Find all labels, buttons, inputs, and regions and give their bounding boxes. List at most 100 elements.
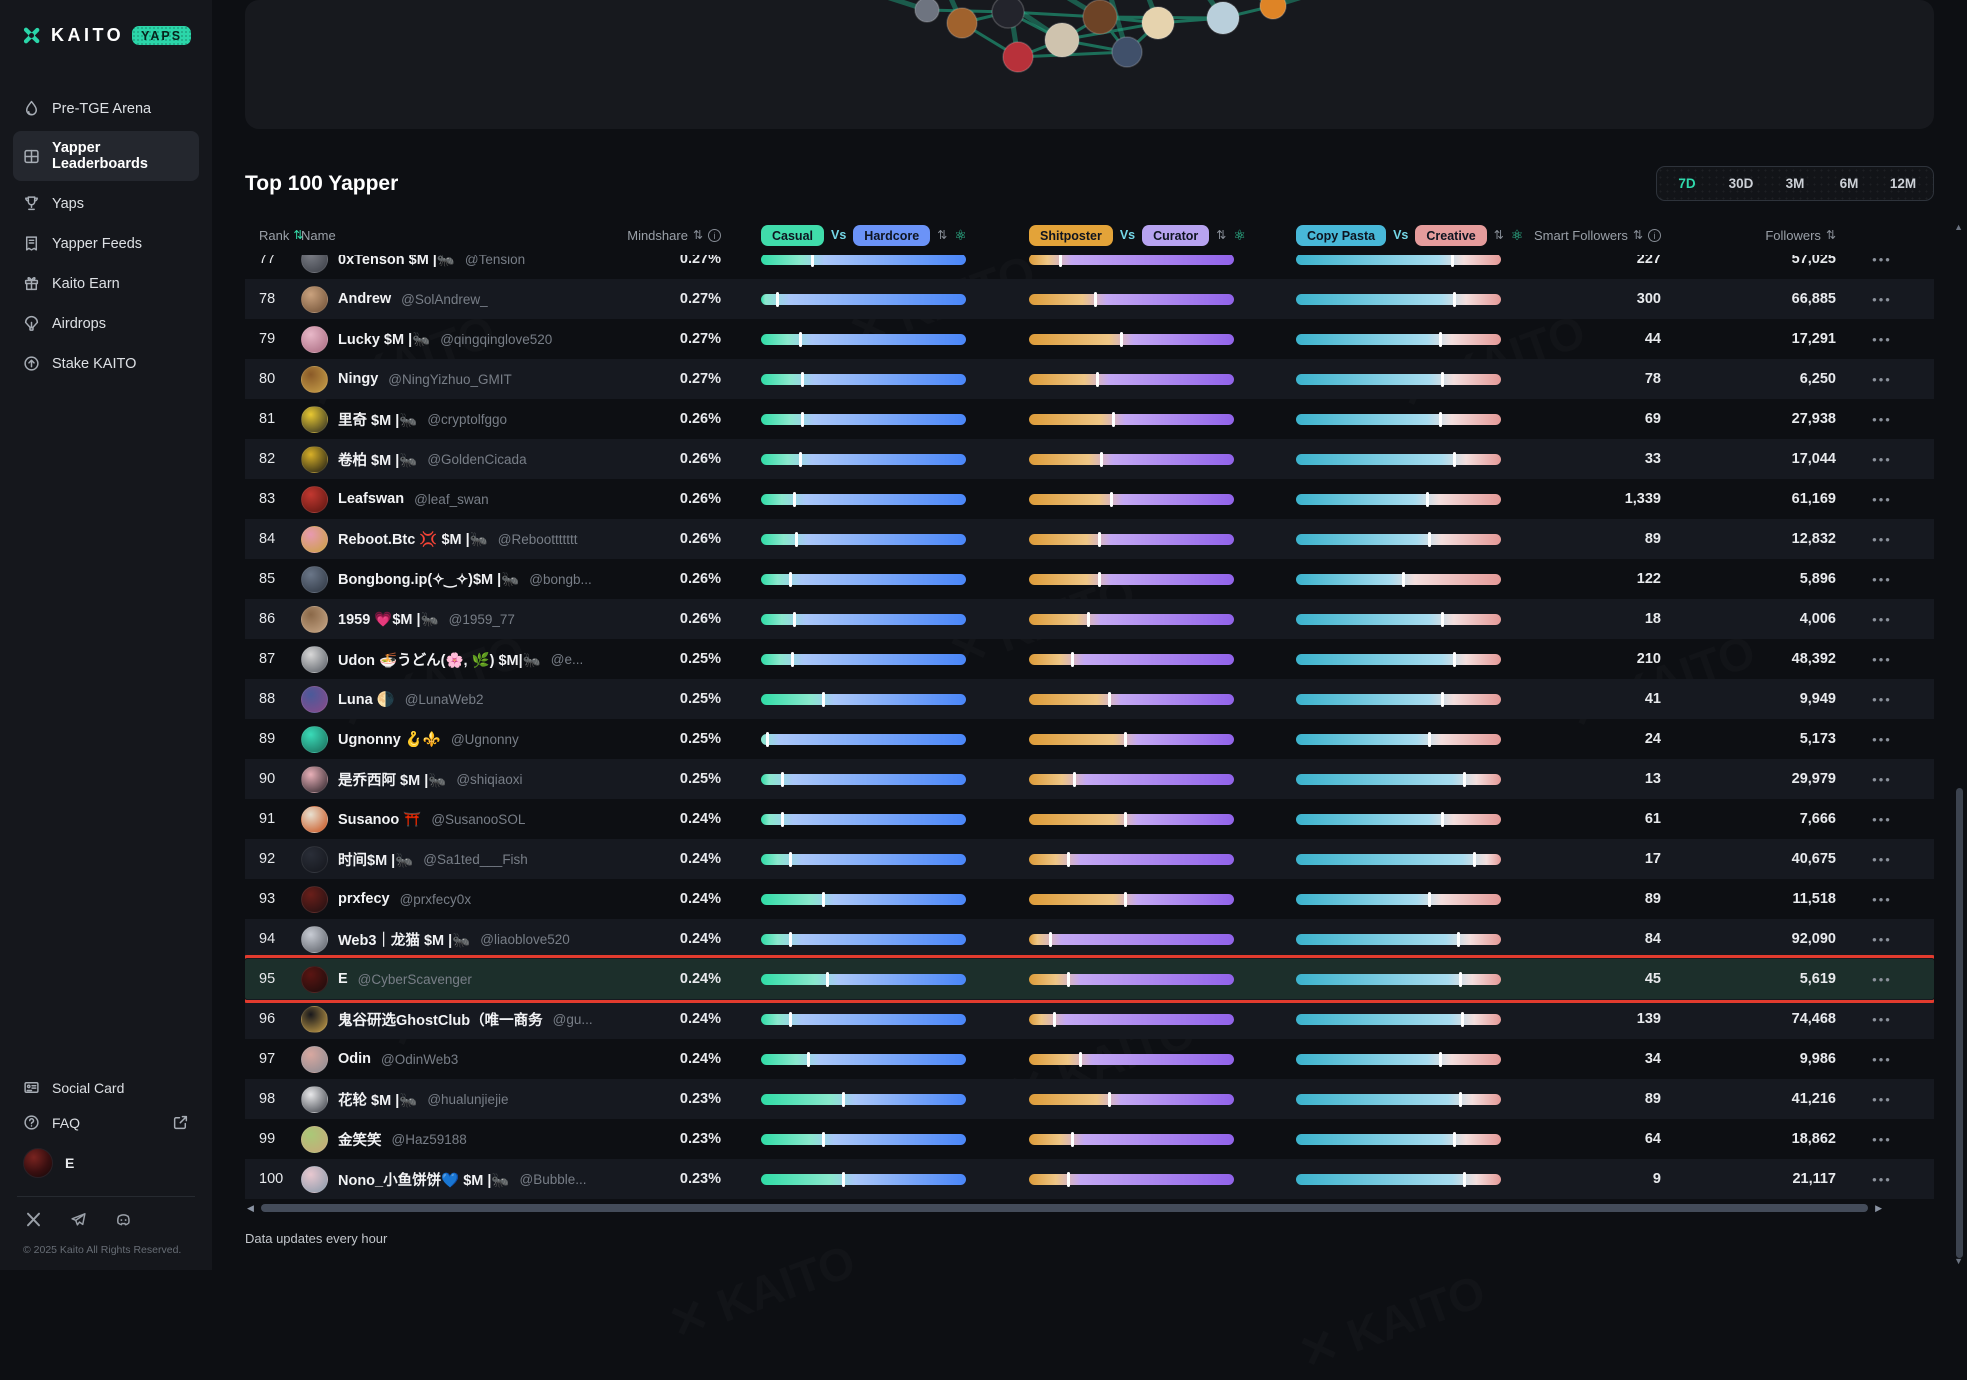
vertical-scrollbar-thumb[interactable] [1956, 788, 1963, 1258]
table-row-rank-92[interactable]: 92 时间$M |🐜 @Sa1ted___Fish 0.24% 17 40,675… [245, 839, 1934, 879]
row-actions-button[interactable]: ••• [1872, 611, 1892, 627]
row-actions-button[interactable]: ••• [1872, 255, 1892, 267]
table-row-rank-88[interactable]: 88 Luna 🌗 @LunaWeb2 0.25% 41 9,949 ••• [245, 679, 1934, 719]
scroll-right-arrow[interactable]: ▶ [1875, 1203, 1882, 1213]
table-row-rank-90[interactable]: 90 是乔西阿 $M |🐜 @shiqiaoxi 0.25% 13 29,979 •… [245, 759, 1934, 799]
row-actions-button[interactable]: ••• [1872, 891, 1892, 907]
row-actions-button[interactable]: ••• [1872, 651, 1892, 667]
yapper-name-cell[interactable]: Susanoo ⛩️ @SusanooSOL [301, 805, 601, 833]
curator-chip[interactable]: Curator [1142, 224, 1210, 246]
row-actions-button[interactable]: ••• [1872, 1171, 1892, 1187]
yapper-name-cell[interactable]: 花轮 $M |🐜 @hualunjiejie [301, 1085, 601, 1113]
col-rank[interactable]: Rank ⇅ [259, 227, 304, 243]
sidebar-item-kaito-earn[interactable]: Kaito Earn [13, 266, 199, 301]
sidebar-item-stake-kaito[interactable]: Stake KAITO [13, 346, 199, 381]
table-row-rank-89[interactable]: 89 Ugnonny 🪝⚜️ @Ugnonny 0.25% 24 5,173 ••• [245, 719, 1934, 759]
vscroll-up-arrow[interactable]: ▲ [1954, 222, 1963, 232]
table-row-rank-83[interactable]: 83 Leafswan @leaf_swan 0.26% 1,339 61,169… [245, 479, 1934, 519]
table-row-rank-87[interactable]: 87 Udon 🍜うどん(🌸, 🌿) $M|🐜 @e... 0.25% 210 4… [245, 639, 1934, 679]
table-row-rank-94[interactable]: 94 Web3｜龙猫 $M |🐜 @liaoblove520 0.24% 84 9… [245, 919, 1934, 959]
row-actions-button[interactable]: ••• [1872, 691, 1892, 707]
vscroll-down-arrow[interactable]: ▼ [1954, 1256, 1963, 1266]
table-row-rank-82[interactable]: 82 卷柏 $M |🐜 @GoldenCicada 0.26% 33 17,044… [245, 439, 1934, 479]
row-actions-button[interactable]: ••• [1872, 1051, 1892, 1067]
sidebar-item-yapper-leaderboards[interactable]: Yapper Leaderboards [13, 131, 199, 181]
hardcore-chip[interactable]: Hardcore [853, 224, 931, 246]
sidebar-item-pre-tge-arena[interactable]: Pre-TGE Arena [13, 91, 199, 126]
yapper-name-cell[interactable]: Lucky $M |🐜 @qingqinglove520 [301, 325, 601, 353]
sidebar-user[interactable]: E [13, 1140, 199, 1188]
row-actions-button[interactable]: ••• [1872, 931, 1892, 947]
sidebar-item-yaps[interactable]: Yaps [13, 186, 199, 221]
row-actions-button[interactable]: ••• [1872, 531, 1892, 547]
atom-icon[interactable]: ⚛ [1233, 226, 1246, 243]
table-row-rank-85[interactable]: 85 Bongbong.ip(✧‿✧)$M |🐜 @bongb... 0.26%… [245, 559, 1934, 599]
row-actions-button[interactable]: ••• [1872, 451, 1892, 467]
yapper-name-cell[interactable]: 卷柏 $M |🐜 @GoldenCicada [301, 445, 601, 473]
col-mindshare[interactable]: Mindshare ⇅ i [601, 228, 721, 243]
range-tab-30d[interactable]: 30D [1728, 176, 1754, 191]
table-row-rank-98[interactable]: 98 花轮 $M |🐜 @hualunjiejie 0.23% 89 41,216… [245, 1079, 1934, 1119]
table-row-rank-97[interactable]: 97 Odin @OdinWeb3 0.24% 34 9,986 ••• [245, 1039, 1934, 1079]
sort-icon[interactable]: ⇅ [1493, 228, 1504, 242]
table-row-rank-77[interactable]: 77 0xTenson $M |🐜 @Tension 0.27% 227 57,0… [245, 255, 1934, 279]
table-row-rank-84[interactable]: 84 Reboot.Btc 💢 $M |🐜 @Reboottttttt 0.26… [245, 519, 1934, 559]
yapper-name-cell[interactable]: Odin @OdinWeb3 [301, 1045, 601, 1073]
table-row-rank-99[interactable]: 99 金笑笑 @Haz59188 0.23% 64 18,862 ••• [245, 1119, 1934, 1159]
yapper-name-cell[interactable]: 金笑笑 @Haz59188 [301, 1125, 601, 1153]
scroll-left-arrow[interactable]: ◀ [247, 1203, 254, 1213]
row-actions-button[interactable]: ••• [1872, 331, 1892, 347]
yapper-name-cell[interactable]: Nono_小鱼饼饼💙 $M |🐜 @Bubble... [301, 1165, 601, 1193]
atom-icon[interactable]: ⚛ [954, 226, 967, 243]
table-row-rank-95[interactable]: 95 E @CyberScavenger 0.24% 45 5,619 ••• [245, 955, 1934, 1003]
yapper-name-cell[interactable]: Leafswan @leaf_swan [301, 485, 601, 513]
row-actions-button[interactable]: ••• [1872, 411, 1892, 427]
row-actions-button[interactable]: ••• [1872, 571, 1892, 587]
sort-icon[interactable]: ⇅ [937, 228, 948, 242]
sort-icon[interactable]: ⇅ [1216, 228, 1227, 242]
yapper-name-cell[interactable]: Andrew @SolAndrew_ [301, 285, 601, 313]
sidebar-item-social-card[interactable]: Social Card [13, 1070, 199, 1105]
row-actions-button[interactable]: ••• [1872, 1091, 1892, 1107]
horizontal-scrollbar[interactable]: ◀ ▶ [245, 1203, 1934, 1213]
yapper-name-cell[interactable]: 里奇 $M |🐜 @cryptolfggo [301, 405, 601, 433]
discord-icon[interactable] [115, 1211, 132, 1228]
row-actions-button[interactable]: ••• [1872, 771, 1892, 787]
range-tab-6m[interactable]: 6M [1839, 176, 1859, 191]
shitposter-chip[interactable]: Shitposter [1029, 224, 1113, 246]
table-row-rank-81[interactable]: 81 里奇 $M |🐜 @cryptolfggo 0.26% 69 27,938 •… [245, 399, 1934, 439]
sort-icon[interactable]: ⇅ [692, 228, 703, 242]
row-actions-button[interactable]: ••• [1872, 851, 1892, 867]
yapper-name-cell[interactable]: 0xTenson $M |🐜 @Tension [301, 255, 601, 273]
row-actions-button[interactable]: ••• [1872, 731, 1892, 747]
table-row-rank-78[interactable]: 78 Andrew @SolAndrew_ 0.27% 300 66,885 ••• [245, 279, 1934, 319]
sort-icon[interactable]: ⇅ [1825, 228, 1836, 242]
row-actions-button[interactable]: ••• [1872, 291, 1892, 307]
row-actions-button[interactable]: ••• [1872, 1011, 1892, 1027]
table-row-rank-100[interactable]: 100 Nono_小鱼饼饼💙 $M |🐜 @Bubble... 0.23% 9 2… [245, 1159, 1934, 1199]
yapper-name-cell[interactable]: Ningy @NingYizhuo_GMIT [301, 365, 601, 393]
creative-chip[interactable]: Creative [1415, 224, 1487, 246]
sort-icon[interactable]: ⇅ [293, 228, 304, 242]
yapper-name-cell[interactable]: Reboot.Btc 💢 $M |🐜 @Reboottttttt [301, 525, 601, 553]
copy-pasta-chip[interactable]: Copy Pasta [1296, 224, 1387, 246]
yapper-name-cell[interactable]: E @CyberScavenger [301, 965, 601, 993]
sidebar-item-airdrops[interactable]: Airdrops [13, 306, 199, 341]
telegram-icon[interactable] [70, 1211, 87, 1228]
atom-icon[interactable]: ⚛ [1510, 226, 1524, 243]
yapper-name-cell[interactable]: 1959 💗$M |🐜 @1959_77 [301, 605, 601, 633]
row-actions-button[interactable]: ••• [1872, 811, 1892, 827]
table-row-rank-80[interactable]: 80 Ningy @NingYizhuo_GMIT 0.27% 78 6,250 •… [245, 359, 1934, 399]
info-icon[interactable]: i [1648, 228, 1661, 242]
sidebar-item-yapper-feeds[interactable]: Yapper Feeds [13, 226, 199, 261]
casual-chip[interactable]: Casual [761, 224, 824, 246]
yapper-name-cell[interactable]: prxfecy @prxfecy0x [301, 885, 601, 913]
table-row-rank-79[interactable]: 79 Lucky $M |🐜 @qingqinglove520 0.27% 44… [245, 319, 1934, 359]
yapper-name-cell[interactable]: Ugnonny 🪝⚜️ @Ugnonny [301, 725, 601, 753]
info-icon[interactable]: i [708, 228, 721, 242]
row-actions-button[interactable]: ••• [1872, 971, 1892, 987]
yapper-name-cell[interactable]: Udon 🍜うどん(🌸, 🌿) $M|🐜 @e... [301, 645, 601, 673]
col-smart-followers[interactable]: Smart Followers ⇅ i [1501, 228, 1661, 243]
sort-icon[interactable]: ⇅ [1632, 228, 1643, 242]
yapper-name-cell[interactable]: Bongbong.ip(✧‿✧)$M |🐜 @bongb... [301, 565, 601, 593]
